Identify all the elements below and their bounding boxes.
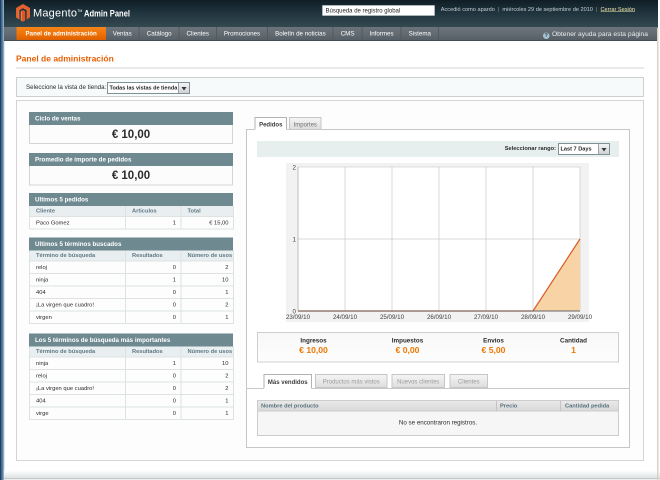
svg-text:0: 0: [293, 309, 297, 316]
svg-text:26/09/10: 26/09/10: [427, 314, 452, 321]
svg-text:25/09/10: 25/09/10: [380, 314, 405, 321]
svg-text:23/09/10: 23/09/10: [286, 314, 311, 321]
svg-text:28/09/10: 28/09/10: [521, 314, 546, 321]
svg-text:27/09/10: 27/09/10: [474, 314, 499, 321]
svg-text:24/09/10: 24/09/10: [333, 314, 358, 321]
svg-text:1: 1: [293, 237, 297, 244]
svg-text:2: 2: [293, 165, 297, 172]
svg-text:29/09/10: 29/09/10: [568, 314, 593, 321]
